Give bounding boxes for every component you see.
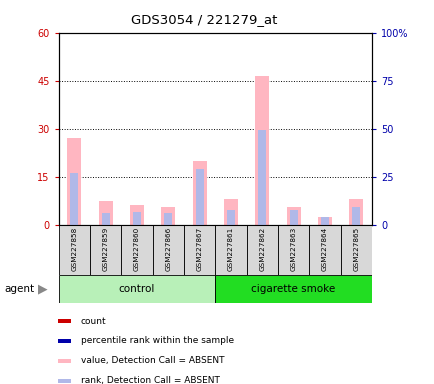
Text: GDS3054 / 221279_at: GDS3054 / 221279_at bbox=[131, 13, 277, 26]
Bar bbox=[340, 225, 371, 275]
Text: GSM227858: GSM227858 bbox=[71, 227, 77, 271]
Bar bbox=[70, 174, 78, 225]
Bar bbox=[277, 225, 309, 275]
Text: GSM227864: GSM227864 bbox=[321, 227, 327, 271]
Bar bbox=[317, 217, 331, 225]
Bar bbox=[309, 225, 340, 275]
Bar bbox=[161, 207, 175, 225]
Text: GSM227862: GSM227862 bbox=[259, 227, 265, 271]
Bar bbox=[195, 169, 203, 225]
Text: GSM227865: GSM227865 bbox=[352, 227, 358, 271]
Bar bbox=[349, 199, 362, 225]
Text: GSM227867: GSM227867 bbox=[196, 227, 202, 271]
Bar bbox=[286, 207, 300, 225]
Bar bbox=[246, 225, 277, 275]
Bar bbox=[121, 225, 152, 275]
Bar bbox=[130, 205, 144, 225]
Text: agent: agent bbox=[4, 284, 34, 294]
Bar bbox=[289, 210, 297, 225]
Bar bbox=[192, 161, 206, 225]
Text: GSM227860: GSM227860 bbox=[134, 227, 140, 271]
Text: GSM227861: GSM227861 bbox=[227, 227, 233, 271]
Bar bbox=[255, 76, 269, 225]
Bar bbox=[58, 319, 71, 323]
Bar bbox=[59, 275, 215, 303]
Text: ▶: ▶ bbox=[38, 283, 48, 295]
Text: rank, Detection Call = ABSENT: rank, Detection Call = ABSENT bbox=[80, 376, 219, 384]
Bar bbox=[215, 225, 246, 275]
Text: cigarette smoke: cigarette smoke bbox=[251, 284, 335, 294]
Bar bbox=[133, 212, 141, 225]
Bar bbox=[164, 214, 172, 225]
Bar bbox=[67, 138, 81, 225]
Bar bbox=[58, 359, 71, 363]
Text: value, Detection Call = ABSENT: value, Detection Call = ABSENT bbox=[80, 356, 224, 366]
Bar bbox=[58, 339, 71, 343]
Bar bbox=[320, 217, 328, 225]
Text: control: control bbox=[118, 284, 155, 294]
Bar bbox=[224, 199, 237, 225]
Bar bbox=[258, 130, 266, 225]
Bar bbox=[184, 225, 215, 275]
Bar bbox=[352, 207, 359, 225]
Bar bbox=[227, 210, 234, 225]
Text: percentile rank within the sample: percentile rank within the sample bbox=[80, 336, 233, 346]
Text: GSM227859: GSM227859 bbox=[102, 227, 108, 271]
Bar bbox=[59, 225, 90, 275]
Bar bbox=[58, 379, 71, 383]
Bar bbox=[215, 275, 371, 303]
Text: GSM227866: GSM227866 bbox=[165, 227, 171, 271]
Bar bbox=[102, 214, 109, 225]
Bar bbox=[90, 225, 121, 275]
Text: GSM227863: GSM227863 bbox=[290, 227, 296, 271]
Bar bbox=[152, 225, 184, 275]
Text: count: count bbox=[80, 316, 106, 326]
Bar bbox=[99, 201, 112, 225]
